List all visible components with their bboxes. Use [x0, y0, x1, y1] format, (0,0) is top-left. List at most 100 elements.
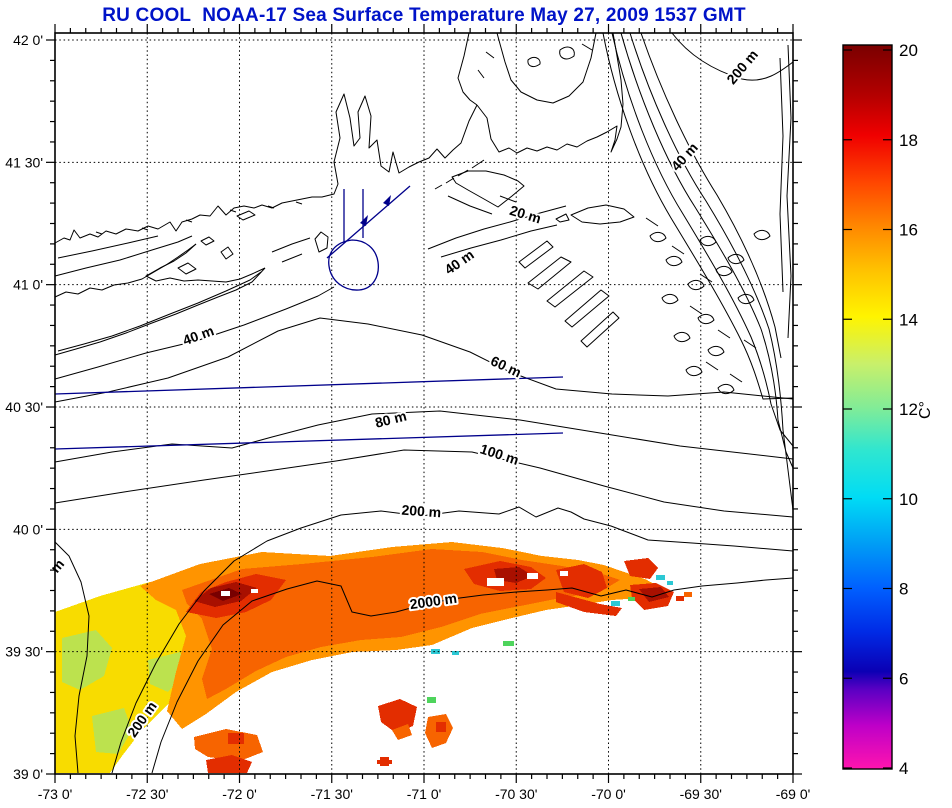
x-tick-label: -71 30' — [311, 786, 353, 802]
tuckernuck-island — [555, 213, 570, 223]
sst-patch — [676, 596, 684, 601]
plum-island — [200, 236, 215, 246]
montauk-shoals — [271, 237, 311, 263]
tidal-shoal-slivers — [518, 240, 620, 348]
cloud-gap — [560, 571, 568, 576]
y-tick-label: 41 0' — [13, 277, 43, 293]
sst-patch — [392, 724, 412, 740]
route-loop-outline — [328, 239, 379, 291]
x-tick-label: -69 30' — [680, 786, 722, 802]
colorbar-tick-label: 4 — [899, 759, 908, 778]
sst-data-layer — [55, 542, 692, 773]
contour-200m-northeast — [671, 32, 794, 81]
sst-patch — [656, 575, 665, 580]
transect-lines-layer — [54, 185, 564, 450]
sst-patch — [62, 630, 112, 690]
sst-patch — [378, 699, 417, 733]
sst-patch — [377, 760, 392, 764]
shore-islets — [95, 43, 593, 235]
nantucket-shoals-blobs — [649, 229, 771, 395]
fishers-island — [236, 210, 256, 221]
depth-contour-label: 60 m — [488, 352, 524, 380]
x-tick-label: -72 0' — [222, 786, 257, 802]
x-tick-label: -73 0' — [38, 786, 73, 802]
nantucket-shoals-strokes — [645, 217, 757, 383]
depth-contour-label: 40 m — [668, 139, 701, 173]
depth-contour-label: 40 m — [441, 246, 476, 277]
depth-contour-label: 40 m — [181, 322, 216, 348]
x-tick-label: -70 0' — [591, 786, 626, 802]
sst-patch — [194, 729, 263, 761]
li-sound-contour — [54, 235, 193, 277]
gardiners-island — [220, 246, 234, 260]
great-south-channel-contours — [602, 32, 794, 511]
sst-patch — [556, 564, 607, 598]
contour-200m — [111, 506, 794, 774]
elizabeth-islands — [434, 159, 485, 190]
marthas-vineyard — [451, 170, 525, 208]
sst-warm-core — [639, 587, 669, 602]
cape-cod-bay-shoals — [527, 46, 575, 68]
depth-contour-label: 100 m — [478, 441, 521, 468]
sst-patch — [427, 697, 436, 703]
y-tick-label: 40 0' — [13, 521, 43, 537]
bathymetry-layer — [54, 32, 794, 774]
map-title: RU COOL NOAA-17 Sea Surface Temperature … — [102, 5, 746, 26]
transect-line-north — [54, 376, 564, 395]
cloud-gap — [221, 591, 230, 596]
colorbar-unit-label: C° — [917, 401, 934, 419]
y-tick-label: 41 30' — [5, 154, 43, 170]
vineyard-sound-contours — [447, 195, 517, 215]
depth-contour-label: 20 m — [508, 202, 543, 227]
colorbar-tick-label: 6 — [899, 669, 908, 688]
contour-2000m — [151, 577, 794, 774]
contour-canyon-west — [54, 541, 90, 774]
x-tick-label: -70 30' — [495, 786, 537, 802]
depth-contour-label: 200 m — [723, 46, 761, 87]
contour-80m — [54, 410, 794, 463]
cloud-gap — [487, 578, 504, 586]
colorbar-tick-label: 14 — [899, 310, 918, 329]
colorbar: 20 18 16 14 12 10 8 6 4 C° — [842, 41, 934, 778]
colorbar-tick-label: 8 — [899, 580, 908, 599]
transect-line-south — [54, 432, 564, 450]
depth-contour-label: 80 m — [373, 408, 408, 431]
long-island-forks — [145, 243, 266, 283]
route-arrowhead — [383, 195, 391, 206]
colorbar-gradient — [842, 44, 893, 770]
contour-60m — [54, 317, 794, 403]
sst-patch — [228, 733, 244, 744]
sst-patch — [556, 592, 622, 616]
route-arrowhead — [360, 215, 368, 226]
coastline-layer — [54, 32, 635, 356]
contour-20m-nantucket-sound — [427, 205, 567, 258]
contour-100m — [54, 449, 794, 518]
sst-patch — [452, 651, 459, 655]
x-tick-label: -72 30' — [126, 786, 168, 802]
long-island-north-shore — [54, 243, 197, 298]
colorbar-tick-label: 16 — [899, 221, 918, 240]
long-island-south-shore — [54, 267, 266, 356]
sst-patch — [628, 597, 635, 601]
sst-patch — [92, 708, 132, 754]
y-tick-label: 39 0' — [13, 766, 43, 782]
right-edge-contours — [779, 44, 792, 339]
y-tick-label: 40 30' — [5, 399, 43, 415]
cloud-gap — [527, 573, 538, 579]
barrier-beach-line — [57, 271, 262, 352]
cape-cod-bay-shore — [496, 32, 597, 104]
sst-patch — [667, 581, 673, 585]
y-tick-label: 42 0' — [13, 32, 43, 48]
depth-contour-label: m — [47, 556, 67, 576]
shelter-island — [177, 262, 197, 275]
li-sound-axis-contour — [57, 235, 159, 259]
sst-patch — [436, 722, 446, 732]
contour-40m-south-li — [54, 286, 335, 380]
depth-contour-label: 200 m — [401, 502, 442, 521]
map-frame — [54, 32, 794, 775]
sst-patch — [684, 592, 692, 597]
axes-layer: -73 0' -72 30' -72 0' -71 30' -71 0' -70 30' -… — [5, 24, 810, 802]
colorbar-tick-label: 20 — [899, 41, 918, 60]
colorbar-tick-label: 18 — [899, 131, 918, 150]
